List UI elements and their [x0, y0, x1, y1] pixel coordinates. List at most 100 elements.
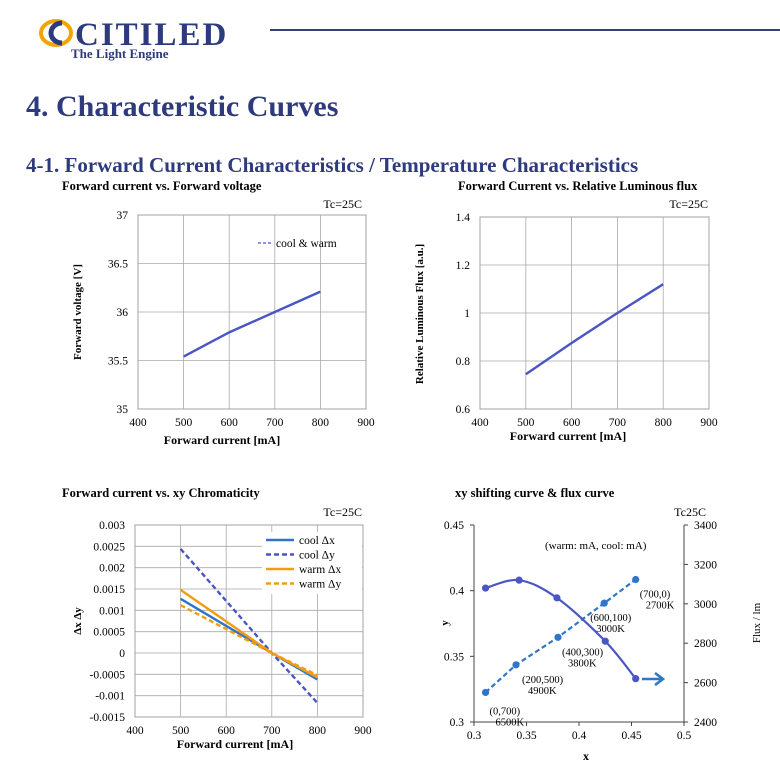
x-tick-label: 800: [312, 417, 330, 429]
series-line-1: [183, 290, 321, 358]
point-annotation: (400,300): [562, 647, 604, 658]
chart-condition: Tc=25C: [669, 197, 708, 211]
point-annotation: 3800K: [568, 658, 597, 669]
y-axis-label: y: [439, 620, 451, 626]
y-tick-label: 0.001: [99, 605, 125, 617]
y-tick-label: 35.5: [108, 356, 128, 368]
x-tick-label: 500: [175, 417, 193, 429]
legend-label: warm Δx: [299, 564, 341, 576]
x-tick-label: 700: [263, 725, 281, 737]
y-tick-label: 0.3: [450, 717, 465, 729]
y-tick-label: 36.5: [108, 259, 128, 271]
series-line-3: [179, 588, 318, 679]
series-line-1: [525, 283, 664, 376]
y-tick-label: 0.002: [99, 563, 125, 575]
data-point: [481, 584, 490, 592]
chart-title: Forward current vs. xy Chromaticity: [62, 486, 261, 500]
x-tick-label: 500: [517, 417, 535, 429]
x-axis-label: x: [583, 749, 589, 763]
y-tick-label: 0.4: [450, 586, 465, 598]
point-annotation: 2700K: [646, 601, 675, 612]
y-tick-label: 1.2: [456, 260, 471, 272]
x-tick-label: 600: [563, 417, 581, 429]
y-tick-label: 0.0005: [93, 627, 125, 639]
x-tick-label: 800: [655, 417, 673, 429]
chart-chromaticity: Forward current vs. xy Chromaticity Tc=25…: [62, 486, 372, 751]
y-tick-label: 1.4: [456, 212, 471, 224]
x-tick-label: 700: [609, 417, 627, 429]
data-point: [512, 661, 520, 669]
y2-axis-label: Flux / lm: [751, 602, 763, 643]
y-tick-label: 37: [117, 210, 129, 222]
data-point: [632, 575, 640, 584]
y2-tick-label: 2600: [694, 678, 717, 690]
data-point: [632, 675, 640, 683]
y-tick-label: 0.003: [99, 520, 125, 532]
flux-axis-arrow-icon: [642, 671, 666, 687]
y-tick-label: 0.0025: [93, 541, 125, 553]
y-tick-label: 0.35: [444, 651, 464, 663]
x-tick-label: 0.4: [572, 730, 587, 742]
y2-tick-label: 2800: [694, 638, 717, 650]
x-tick-label: 0.5: [677, 730, 692, 742]
x-tick-label: 400: [471, 417, 489, 429]
y-tick-label: 35: [117, 404, 129, 416]
header-rule: [270, 29, 780, 31]
data-point: [553, 594, 561, 602]
x-axis-label: Forward current [mA]: [510, 429, 626, 443]
x-tick-label: 900: [357, 417, 375, 429]
y2-tick-label: 3200: [694, 559, 717, 571]
y-tick-label: 0.0015: [93, 584, 125, 596]
point-annotation: 4900K: [528, 686, 557, 697]
y-tick-label: 0.45: [444, 520, 464, 532]
x-tick-label: 0.35: [516, 730, 536, 742]
y-axis-label: Forward voltage [V]: [72, 264, 84, 360]
logo-tagline: The Light Engine: [71, 46, 169, 61]
chart-title: Forward current vs. Forward voltage: [62, 179, 262, 193]
chart-title: Forward Current vs. Relative Luminous fl…: [458, 179, 698, 193]
x-tick-label: 900: [354, 725, 372, 737]
y2-tick-label: 3400: [694, 520, 717, 532]
x-tick-label: 0.3: [467, 730, 482, 742]
chart-condition: Tc25C: [674, 505, 706, 519]
data-point: [601, 637, 609, 645]
y-tick-label: 0: [119, 648, 125, 660]
x-tick-label: 800: [309, 725, 327, 737]
y-axis-label: Δx Δy: [72, 607, 84, 635]
y-axis-label: Relative Luminous Flux [a.u.]: [414, 244, 426, 384]
y-tick-label: -0.0005: [90, 669, 126, 681]
point-annotation: (0,700): [490, 706, 521, 717]
x-axis-label: Forward current [mA]: [164, 433, 280, 447]
data-point: [554, 633, 562, 641]
chart-title: xy shifting curve & flux curve: [455, 486, 615, 500]
point-annotation: (200,500): [522, 675, 564, 686]
data-point: [481, 688, 490, 697]
point-annotation: (700,0): [640, 590, 671, 601]
y-tick-label: 36: [117, 307, 129, 319]
chart-forward-voltage: Forward current vs. Forward voltage Tc=25…: [62, 179, 375, 447]
x-tick-label: 0.45: [621, 730, 641, 742]
y2-tick-label: 3000: [694, 599, 717, 611]
data-point: [600, 599, 608, 607]
x-tick-label: 600: [221, 417, 239, 429]
x-tick-label: 500: [172, 725, 190, 737]
y-tick-label: 1: [464, 308, 470, 320]
y-tick-label: 0.8: [456, 356, 471, 368]
data-point: [515, 576, 523, 584]
point-annotation: (600,100): [590, 613, 632, 624]
y-tick-label: 0.6: [456, 404, 471, 416]
citiled-logo: CITILED The Light Engine: [39, 17, 228, 61]
chart-condition: Tc=25C: [323, 197, 362, 211]
x-axis-label: Forward current [mA]: [177, 737, 293, 751]
x-tick-label: 400: [129, 417, 147, 429]
y-tick-label: -0.0015: [90, 712, 126, 724]
point-annotation: 6500K: [496, 717, 525, 728]
legend-label: cool Δy: [299, 550, 335, 562]
y2-tick-label: 2400: [694, 717, 717, 729]
section-title: 4. Characteristic Curves: [26, 90, 339, 123]
logo-wordmark: CITILED: [75, 17, 228, 53]
series-line-4: [180, 604, 318, 677]
x-tick-label: 700: [266, 417, 284, 429]
chart-note: (warm: mA, cool: mA): [545, 540, 647, 552]
